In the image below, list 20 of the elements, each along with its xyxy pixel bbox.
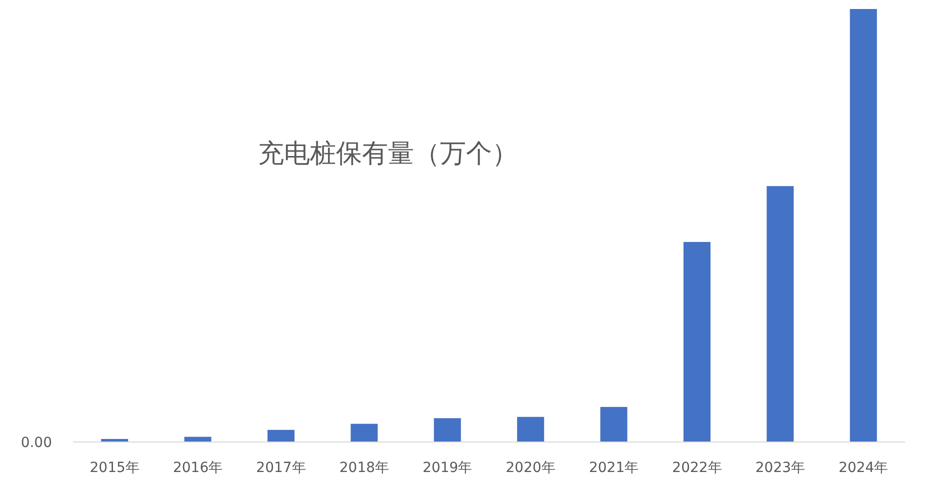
bar — [434, 418, 461, 442]
bar — [350, 424, 378, 442]
x-tick-label: 2024年 — [838, 460, 888, 476]
bar — [766, 186, 794, 442]
text: 0.00 — [20, 435, 52, 451]
bar — [600, 406, 628, 442]
bar — [850, 9, 877, 442]
x-tick-label: 2022年 — [672, 460, 722, 476]
bar — [517, 416, 544, 442]
bar — [684, 242, 710, 442]
x-tick-label: 2021年 — [588, 460, 639, 476]
x-tick-label: 2020年 — [506, 460, 556, 476]
x-tick-label: 2019年 — [422, 460, 472, 476]
x-tick-label: 2023年 — [755, 460, 806, 476]
x-tick-label: 2018年 — [339, 460, 390, 476]
x-tick-label: 2017年 — [256, 460, 306, 476]
x-tick-label: 2015年 — [90, 460, 140, 476]
text: 充电桩保有量（万个） — [258, 139, 518, 169]
bar — [268, 430, 294, 442]
x-tick-label: 2016年 — [172, 460, 223, 476]
